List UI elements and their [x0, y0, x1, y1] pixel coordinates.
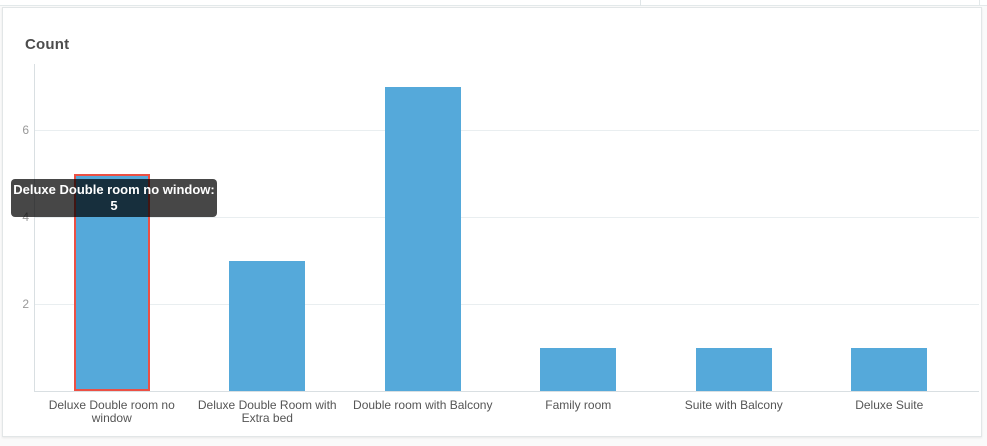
- bar-5[interactable]: [695, 347, 772, 391]
- bar-6[interactable]: [851, 347, 928, 391]
- bar-4[interactable]: [540, 347, 617, 391]
- x-axis-label-1: Deluxe Double room no window: [48, 398, 175, 425]
- chart-tooltip: Deluxe Double room no window: 5: [11, 179, 217, 217]
- gridline-2: [34, 304, 979, 305]
- chart-title: Count: [25, 36, 70, 53]
- tooltip-category: Deluxe Double room no window:: [13, 182, 215, 197]
- x-axis-label-4: Family room: [545, 398, 612, 412]
- x-axis-label-5: Suite with Balcony: [684, 398, 783, 412]
- chart-card: Count 2 4 6 Deluxe Double room no window Del…: [2, 7, 982, 437]
- bar-2[interactable]: [229, 260, 306, 391]
- gridline-4: [34, 217, 979, 218]
- top-panel-edge: [0, 0, 987, 6]
- tooltip-value: 5: [110, 198, 118, 213]
- x-axis-label-6: Deluxe Suite: [855, 398, 924, 412]
- y-tick-label-4: 4: [22, 210, 29, 224]
- top-panel-right-border: [979, 0, 980, 6]
- y-tick-label-6: 6: [22, 123, 29, 137]
- x-axis-line: [34, 391, 979, 392]
- top-panel-divider: [640, 0, 641, 6]
- gridline-6: [34, 130, 979, 131]
- x-axis-label-3: Double room with Balcony: [353, 398, 493, 412]
- y-axis-line: [34, 64, 35, 391]
- x-axis-label-2: Deluxe Double Room with Extra bed: [197, 398, 337, 425]
- y-tick-label-2: 2: [22, 297, 29, 311]
- bar-3[interactable]: [384, 86, 461, 391]
- plot-area: 2 4 6 Deluxe Double room no window Deluxe Do…: [3, 8, 981, 436]
